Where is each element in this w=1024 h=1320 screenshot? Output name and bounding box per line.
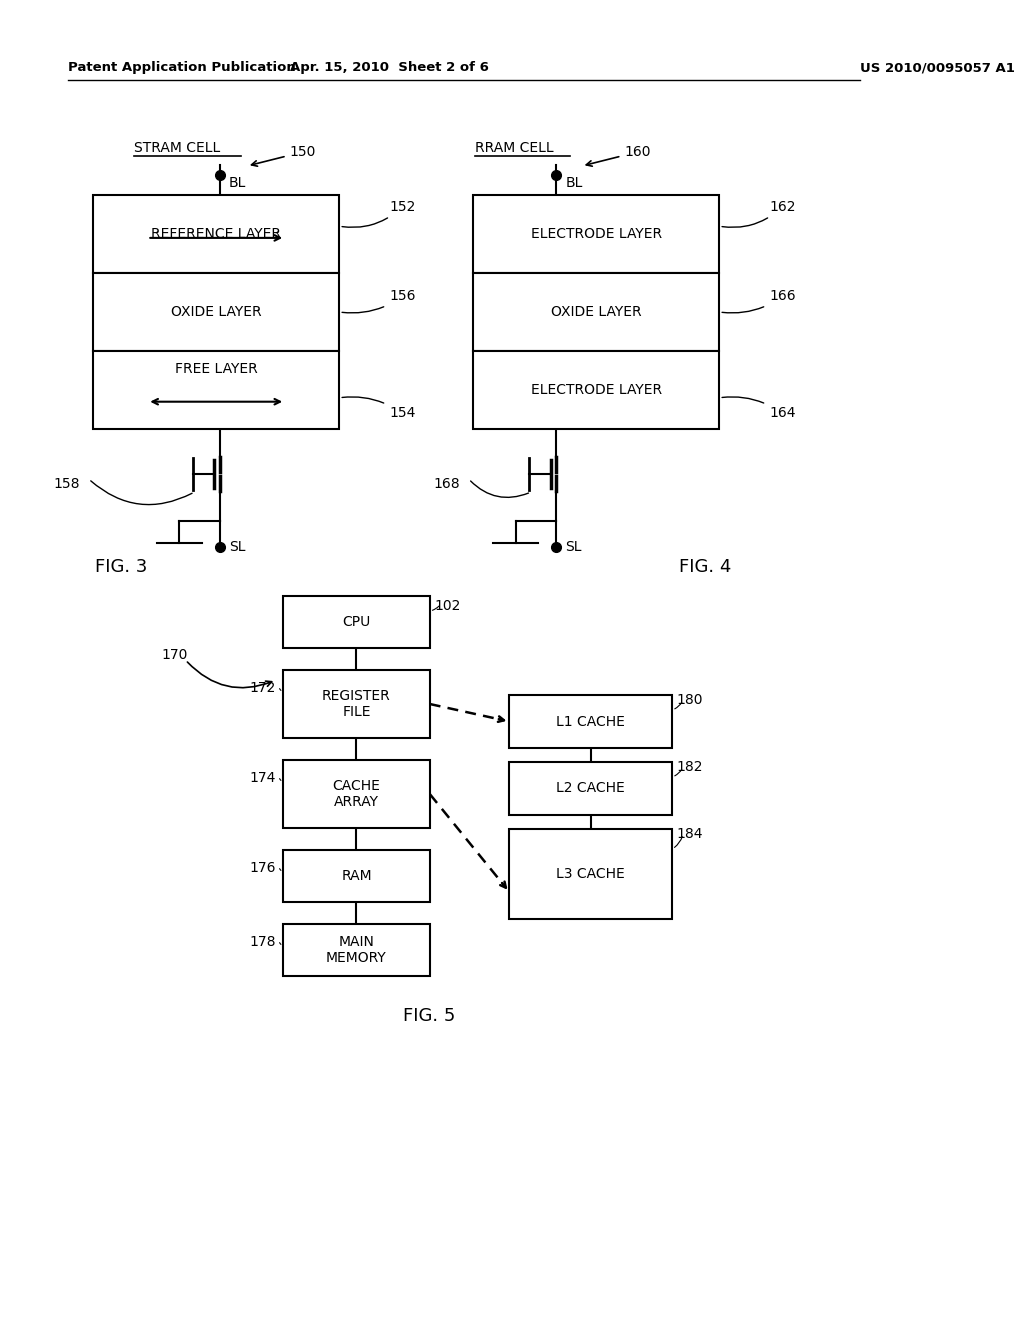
Text: REGISTER
FILE: REGISTER FILE [323, 689, 391, 719]
Text: 168: 168 [433, 477, 460, 491]
Text: 154: 154 [342, 397, 416, 420]
Text: OXIDE LAYER: OXIDE LAYER [171, 305, 261, 319]
Text: SL: SL [565, 540, 582, 554]
Text: 180: 180 [677, 693, 703, 708]
Text: STRAM CELL: STRAM CELL [134, 141, 220, 154]
Bar [509, 696, 672, 748]
Bar [93, 195, 339, 273]
Text: Patent Application Publication: Patent Application Publication [68, 62, 296, 74]
Bar [509, 762, 672, 814]
Text: 156: 156 [342, 289, 416, 313]
Text: 158: 158 [53, 477, 80, 491]
Text: FIG. 5: FIG. 5 [402, 1007, 455, 1026]
Text: 174: 174 [250, 771, 275, 785]
Text: CACHE
ARRAY: CACHE ARRAY [333, 779, 380, 809]
Bar [93, 273, 339, 351]
Text: L1 CACHE: L1 CACHE [556, 714, 626, 729]
Text: RRAM CELL: RRAM CELL [475, 141, 554, 154]
Text: BL: BL [229, 176, 247, 190]
Bar [284, 850, 430, 902]
Text: 152: 152 [342, 199, 416, 227]
Text: US 2010/0095057 A1: US 2010/0095057 A1 [859, 62, 1015, 74]
Text: MAIN
MEMORY: MAIN MEMORY [326, 935, 387, 965]
Text: L2 CACHE: L2 CACHE [556, 781, 626, 796]
Text: ELECTRODE LAYER: ELECTRODE LAYER [530, 383, 662, 397]
Text: 184: 184 [677, 828, 703, 841]
Text: 172: 172 [250, 681, 275, 696]
Text: REFERENCE LAYER: REFERENCE LAYER [152, 227, 282, 242]
Text: 162: 162 [722, 199, 796, 227]
Bar [473, 195, 719, 273]
Bar [93, 351, 339, 429]
Text: 102: 102 [434, 599, 461, 612]
Text: 170: 170 [161, 648, 187, 663]
Bar [473, 273, 719, 351]
Text: CPU: CPU [342, 615, 371, 630]
Text: 160: 160 [587, 145, 651, 166]
Text: 176: 176 [250, 861, 275, 875]
Text: 166: 166 [722, 289, 796, 313]
Text: ELECTRODE LAYER: ELECTRODE LAYER [530, 227, 662, 242]
Text: SL: SL [229, 540, 246, 554]
Text: BL: BL [565, 176, 583, 190]
Text: FIG. 4: FIG. 4 [679, 558, 731, 576]
Text: FIG. 3: FIG. 3 [95, 558, 147, 576]
Bar [284, 597, 430, 648]
Text: 164: 164 [722, 397, 796, 420]
Bar [284, 760, 430, 828]
Text: Apr. 15, 2010  Sheet 2 of 6: Apr. 15, 2010 Sheet 2 of 6 [290, 62, 488, 74]
Bar [284, 671, 430, 738]
Bar [284, 924, 430, 975]
Text: 150: 150 [252, 145, 315, 166]
Text: 178: 178 [250, 935, 275, 949]
Bar [509, 829, 672, 919]
Text: OXIDE LAYER: OXIDE LAYER [551, 305, 642, 319]
Text: L3 CACHE: L3 CACHE [556, 867, 626, 880]
Text: RAM: RAM [341, 869, 372, 883]
Bar [473, 351, 719, 429]
Text: FREE LAYER: FREE LAYER [175, 362, 258, 376]
Text: 182: 182 [677, 760, 703, 774]
